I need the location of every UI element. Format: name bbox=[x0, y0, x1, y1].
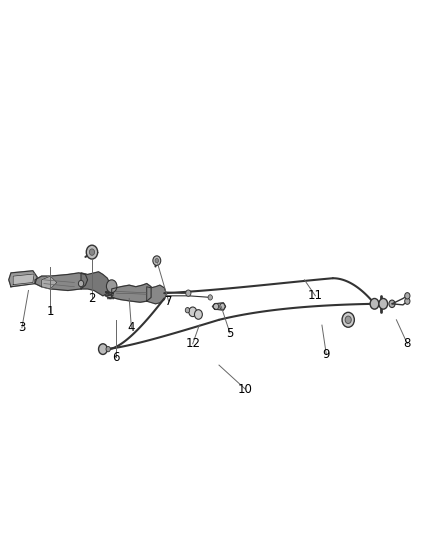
Text: 5: 5 bbox=[226, 327, 233, 340]
Text: 11: 11 bbox=[308, 289, 323, 302]
Text: 10: 10 bbox=[238, 383, 253, 395]
Circle shape bbox=[86, 245, 98, 259]
Polygon shape bbox=[212, 303, 226, 310]
Circle shape bbox=[389, 300, 395, 308]
Circle shape bbox=[153, 256, 161, 265]
Text: 3: 3 bbox=[18, 321, 25, 334]
Circle shape bbox=[405, 293, 410, 299]
Polygon shape bbox=[42, 276, 57, 289]
Text: 1: 1 bbox=[46, 305, 54, 318]
Circle shape bbox=[155, 259, 159, 263]
Text: 8: 8 bbox=[404, 337, 411, 350]
Circle shape bbox=[194, 310, 202, 319]
Circle shape bbox=[89, 249, 95, 255]
Text: 9: 9 bbox=[322, 348, 330, 361]
Circle shape bbox=[345, 316, 351, 324]
Polygon shape bbox=[35, 273, 88, 290]
Polygon shape bbox=[81, 272, 112, 296]
Circle shape bbox=[106, 280, 117, 293]
Circle shape bbox=[78, 280, 84, 287]
Polygon shape bbox=[147, 285, 166, 304]
Circle shape bbox=[405, 298, 410, 304]
Polygon shape bbox=[13, 274, 34, 285]
Text: 6: 6 bbox=[112, 351, 120, 364]
Text: 12: 12 bbox=[185, 337, 200, 350]
Circle shape bbox=[213, 303, 219, 310]
Circle shape bbox=[379, 298, 388, 309]
Text: 2: 2 bbox=[88, 292, 96, 305]
Circle shape bbox=[99, 344, 107, 354]
Circle shape bbox=[208, 295, 212, 300]
Circle shape bbox=[186, 290, 191, 296]
Circle shape bbox=[370, 298, 379, 309]
Circle shape bbox=[189, 307, 197, 317]
Circle shape bbox=[185, 308, 190, 313]
Text: 4: 4 bbox=[127, 321, 135, 334]
Polygon shape bbox=[112, 284, 151, 302]
Polygon shape bbox=[9, 271, 37, 287]
Text: 7: 7 bbox=[165, 295, 173, 308]
Circle shape bbox=[342, 312, 354, 327]
Circle shape bbox=[220, 303, 225, 310]
Circle shape bbox=[106, 346, 110, 352]
